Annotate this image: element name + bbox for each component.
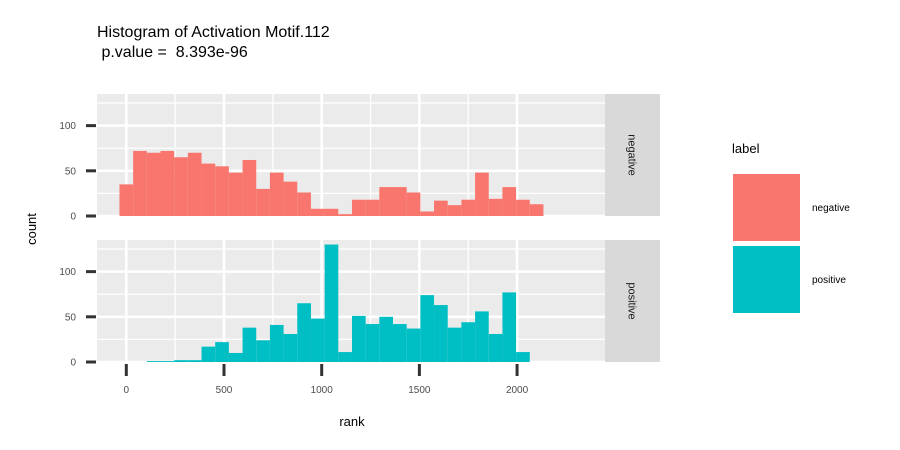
histogram-bar — [187, 360, 202, 362]
histogram-bar — [256, 340, 270, 362]
facet-panels: 0 50 100 negative 0 50 100 positive — [59, 94, 660, 369]
legend-label: positive — [812, 275, 846, 286]
y-tick-label: 0 — [70, 212, 76, 223]
histogram-bar — [160, 150, 175, 216]
histogram-bar — [283, 333, 298, 362]
histogram-bar — [310, 208, 325, 216]
histogram-bar — [516, 199, 530, 216]
facet-strip-label: positive — [626, 282, 638, 319]
histogram-bar — [529, 204, 544, 216]
facet-strip — [605, 94, 660, 216]
histogram-bar — [379, 316, 394, 362]
legend-key-negative — [733, 174, 800, 241]
facet-panel-negative: 0 50 100 negative — [59, 94, 660, 223]
x-tick-label: 0 — [124, 385, 130, 396]
y-tick-label: 100 — [59, 121, 76, 132]
histogram-bar — [447, 205, 462, 216]
histogram-bar — [269, 324, 284, 362]
histogram-bar — [488, 198, 503, 216]
histogram-bar — [201, 346, 216, 362]
histogram-bar — [475, 311, 489, 362]
histogram-bar — [310, 318, 325, 362]
y-axis-title: count — [24, 213, 39, 245]
y-tick-label: 0 — [70, 358, 76, 369]
x-tick-label: 500 — [216, 385, 233, 396]
y-tick-label: 100 — [59, 267, 76, 278]
x-tick-label: 1000 — [311, 385, 334, 396]
y-tick-label: 50 — [65, 312, 77, 323]
facet-strip — [605, 240, 660, 362]
legend-title: label — [732, 141, 760, 156]
histogram-bar — [324, 244, 339, 362]
histogram-bar — [502, 187, 517, 216]
histogram-bar — [242, 159, 257, 216]
histogram-bar — [379, 187, 394, 216]
histogram-bar — [351, 199, 366, 216]
histogram-bar — [215, 166, 229, 216]
histogram-bar — [119, 184, 134, 216]
histogram-bar — [516, 352, 530, 362]
histogram-bar — [406, 192, 421, 216]
histogram-bar — [174, 157, 188, 216]
y-tick-label: 50 — [65, 166, 77, 177]
legend-label: negative — [812, 203, 850, 214]
chart-subtitle: p.value = 8.393e-96 — [97, 44, 248, 61]
histogram-bar — [228, 172, 243, 216]
histogram-bar — [502, 292, 517, 362]
histogram-bar — [242, 327, 257, 362]
x-axis: 0 500 1000 1500 2000 — [124, 364, 529, 396]
histogram-bar — [351, 315, 366, 362]
histogram-bar — [488, 333, 503, 362]
histogram-bar — [365, 199, 380, 216]
histogram-bar — [338, 352, 352, 362]
histogram-bar — [447, 327, 462, 362]
legend-key-positive — [733, 246, 800, 313]
histogram-bar — [146, 152, 161, 216]
histogram-bar — [297, 303, 311, 362]
histogram-bar — [256, 188, 270, 216]
histogram-bar — [406, 328, 421, 362]
histogram-bar — [283, 181, 298, 216]
legend: label negative positive — [732, 141, 850, 313]
histogram-bar — [434, 200, 448, 216]
panel-background — [97, 240, 605, 362]
histogram-bar — [146, 361, 161, 362]
histogram-bar — [215, 342, 229, 362]
x-tick-label: 2000 — [506, 385, 529, 396]
histogram-bar — [187, 152, 202, 216]
histogram-bar — [228, 352, 243, 362]
histogram-bar — [324, 208, 339, 216]
histogram-bar — [338, 214, 352, 216]
histogram-bar — [420, 211, 435, 216]
histogram-bar — [174, 360, 188, 362]
x-axis-title: rank — [339, 414, 365, 429]
histogram-bar — [434, 305, 448, 362]
histogram-bar — [297, 192, 311, 216]
histogram-bar — [133, 150, 147, 216]
histogram-bar — [420, 295, 435, 362]
histogram-bar — [461, 322, 476, 362]
histogram-bar — [393, 187, 407, 216]
facet-panel-positive: 0 50 100 positive — [59, 240, 660, 369]
histogram-bar — [475, 172, 489, 216]
histogram-bar — [160, 361, 175, 362]
x-tick-label: 1500 — [408, 385, 431, 396]
histogram-bar — [393, 324, 407, 362]
facet-strip-label: negative — [626, 134, 638, 176]
histogram-bar — [365, 324, 380, 362]
histogram-bar — [269, 172, 284, 216]
chart-title: Histogram of Activation Motif.112 — [97, 24, 330, 41]
histogram-bar — [461, 199, 476, 216]
histogram-bar — [201, 163, 216, 216]
